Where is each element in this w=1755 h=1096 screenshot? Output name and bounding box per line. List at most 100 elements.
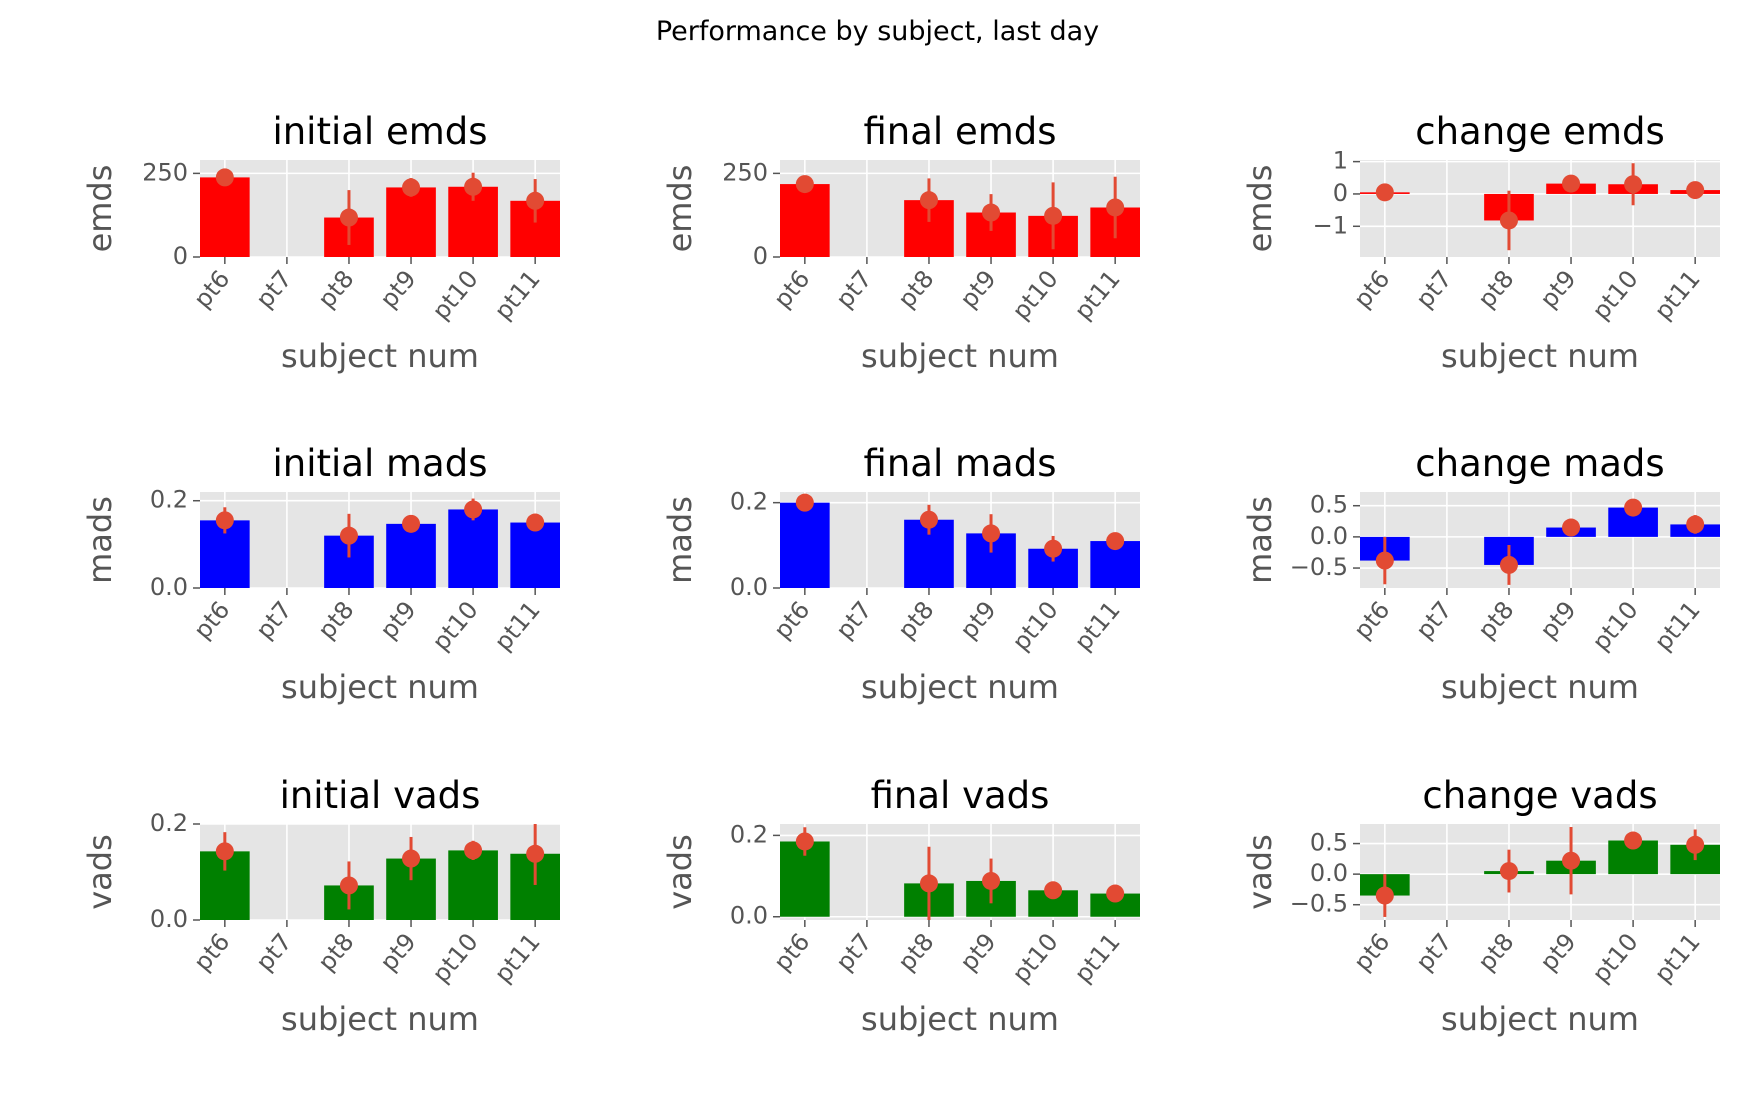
subplot-title: initial vads xyxy=(280,774,481,817)
subplot-initial-mads: 0.0 0.2 pt6 pt7 pt8 pt9 pt10 pt11 initial mads su… xyxy=(81,442,560,706)
subplot-initial-emds: 0 250 pt6 pt7 pt8 pt9 pt10 pt11 initial emds subj… xyxy=(81,110,560,375)
x-tick-label: pt9 xyxy=(1535,265,1582,314)
mean-marker-pt9 xyxy=(1562,174,1581,193)
y-tick-label: 0.2 xyxy=(730,820,768,848)
mean-marker-pt11 xyxy=(1106,532,1125,551)
mean-marker-pt8 xyxy=(1499,211,1518,230)
mean-marker-pt8 xyxy=(339,876,358,895)
x-tick-label: pt10 xyxy=(1587,596,1644,656)
mean-marker-pt11 xyxy=(1106,198,1125,217)
plot-area xyxy=(780,492,1140,588)
x-tick-label: pt9 xyxy=(955,596,1002,645)
y-tick-label: −0.5 xyxy=(1290,553,1348,581)
y-tick-label: 1 xyxy=(1333,147,1348,175)
x-tick-label: pt10 xyxy=(1587,928,1644,988)
mean-marker-pt10 xyxy=(1624,498,1643,517)
y-tick-label: 0 xyxy=(173,242,188,270)
mean-marker-pt6 xyxy=(215,511,234,530)
mean-marker-pt11 xyxy=(526,513,545,532)
x-tick-label: pt10 xyxy=(1007,596,1064,656)
x-tick-label: pt11 xyxy=(1649,596,1706,656)
subplot-title: change mads xyxy=(1415,442,1664,485)
x-tick-label: pt9 xyxy=(1535,928,1582,977)
bar-pt11 xyxy=(1090,893,1140,917)
y-axis-label: emds xyxy=(81,165,119,253)
x-tick-label: pt8 xyxy=(1472,596,1519,645)
x-tick-label: pt8 xyxy=(892,928,939,977)
y-tick-label: 0.2 xyxy=(730,488,768,516)
mean-marker-pt9 xyxy=(982,871,1001,890)
x-tick-label: pt6 xyxy=(1348,928,1395,977)
x-tick-label: pt10 xyxy=(1007,928,1064,988)
x-tick-label: pt9 xyxy=(375,265,422,314)
x-tick-label: pt11 xyxy=(1649,928,1706,988)
y-tick-label: 0 xyxy=(1333,179,1348,207)
x-axis-label: subject num xyxy=(281,1000,479,1038)
mean-marker-pt11 xyxy=(1106,884,1125,903)
x-tick-label: pt9 xyxy=(375,596,422,645)
x-axis-label: subject num xyxy=(861,668,1059,706)
x-axis-label: subject num xyxy=(1441,1000,1639,1038)
mean-marker-pt9 xyxy=(1562,518,1581,537)
mean-marker-pt10 xyxy=(1044,206,1063,225)
subplot-final-vads: 0.0 0.2 pt6 pt7 pt8 pt9 pt10 pt11 final vads subj… xyxy=(661,774,1140,1038)
x-tick-label: pt7 xyxy=(250,265,297,314)
x-tick-label: pt11 xyxy=(489,265,546,325)
x-axis-label: subject num xyxy=(861,1000,1059,1038)
y-tick-label: 250 xyxy=(142,158,188,186)
x-tick-label: pt6 xyxy=(1348,596,1395,645)
mean-marker-pt9 xyxy=(982,203,1001,222)
x-tick-label: pt7 xyxy=(250,928,297,977)
mean-marker-pt9 xyxy=(402,178,421,197)
mean-marker-pt6 xyxy=(1375,551,1394,570)
x-tick-label: pt6 xyxy=(768,265,815,314)
x-tick-label: pt9 xyxy=(1535,596,1582,645)
subplot-title: change emds xyxy=(1415,110,1665,153)
mean-marker-pt10 xyxy=(1044,539,1063,558)
x-tick-label: pt6 xyxy=(188,928,235,977)
bar-pt6 xyxy=(780,502,830,588)
mean-marker-pt8 xyxy=(919,874,938,893)
y-tick-label: −1 xyxy=(1313,211,1348,239)
y-axis-label: vads xyxy=(81,834,119,910)
x-tick-label: pt7 xyxy=(830,928,877,977)
x-tick-label: pt9 xyxy=(955,928,1002,977)
y-tick-label: 0 xyxy=(753,242,768,270)
y-tick-label: 0.2 xyxy=(150,809,188,837)
y-tick-label: −0.5 xyxy=(1290,890,1348,918)
mean-marker-pt6 xyxy=(215,168,234,187)
y-axis-label: vads xyxy=(1241,834,1279,910)
plot-area xyxy=(200,160,560,257)
plot-area xyxy=(200,824,560,920)
subplot-title: final mads xyxy=(864,442,1057,485)
subplot-change-mads: −0.5 0.0 0.5 pt6 pt7 pt8 pt9 pt10 pt11 change mad… xyxy=(1241,442,1720,706)
mean-marker-pt10 xyxy=(1044,881,1063,900)
mean-marker-pt11 xyxy=(1686,181,1705,200)
x-tick-label: pt11 xyxy=(489,928,546,988)
subplot-title: initial emds xyxy=(272,110,487,153)
y-tick-label: 0.0 xyxy=(1310,522,1348,550)
mean-marker-pt9 xyxy=(402,849,421,868)
mean-marker-pt9 xyxy=(1562,851,1581,870)
y-tick-label: 0.0 xyxy=(1310,859,1348,887)
plot-area xyxy=(1360,824,1720,920)
bar-pt10 xyxy=(448,509,498,588)
x-tick-label: pt7 xyxy=(1410,265,1457,314)
subplot-change-emds: −1 0 1 pt6 pt7 pt8 pt9 pt10 pt11 change emds subje… xyxy=(1241,110,1720,375)
x-tick-label: pt10 xyxy=(427,928,484,988)
x-tick-label: pt7 xyxy=(830,596,877,645)
x-tick-label: pt11 xyxy=(1069,265,1126,325)
mean-marker-pt10 xyxy=(464,841,483,860)
subplot-title: change vads xyxy=(1422,774,1657,817)
bar-pt10 xyxy=(448,850,498,920)
x-tick-label: pt8 xyxy=(892,596,939,645)
subplot-title: final emds xyxy=(863,110,1056,153)
mean-marker-pt10 xyxy=(464,500,483,519)
x-tick-label: pt7 xyxy=(1410,928,1457,977)
plot-area xyxy=(200,492,560,588)
x-tick-label: pt10 xyxy=(1587,265,1644,325)
mean-marker-pt11 xyxy=(1686,515,1705,534)
x-tick-label: pt11 xyxy=(1069,928,1126,988)
bar-pt9 xyxy=(386,523,436,588)
mean-marker-pt10 xyxy=(1624,175,1643,194)
